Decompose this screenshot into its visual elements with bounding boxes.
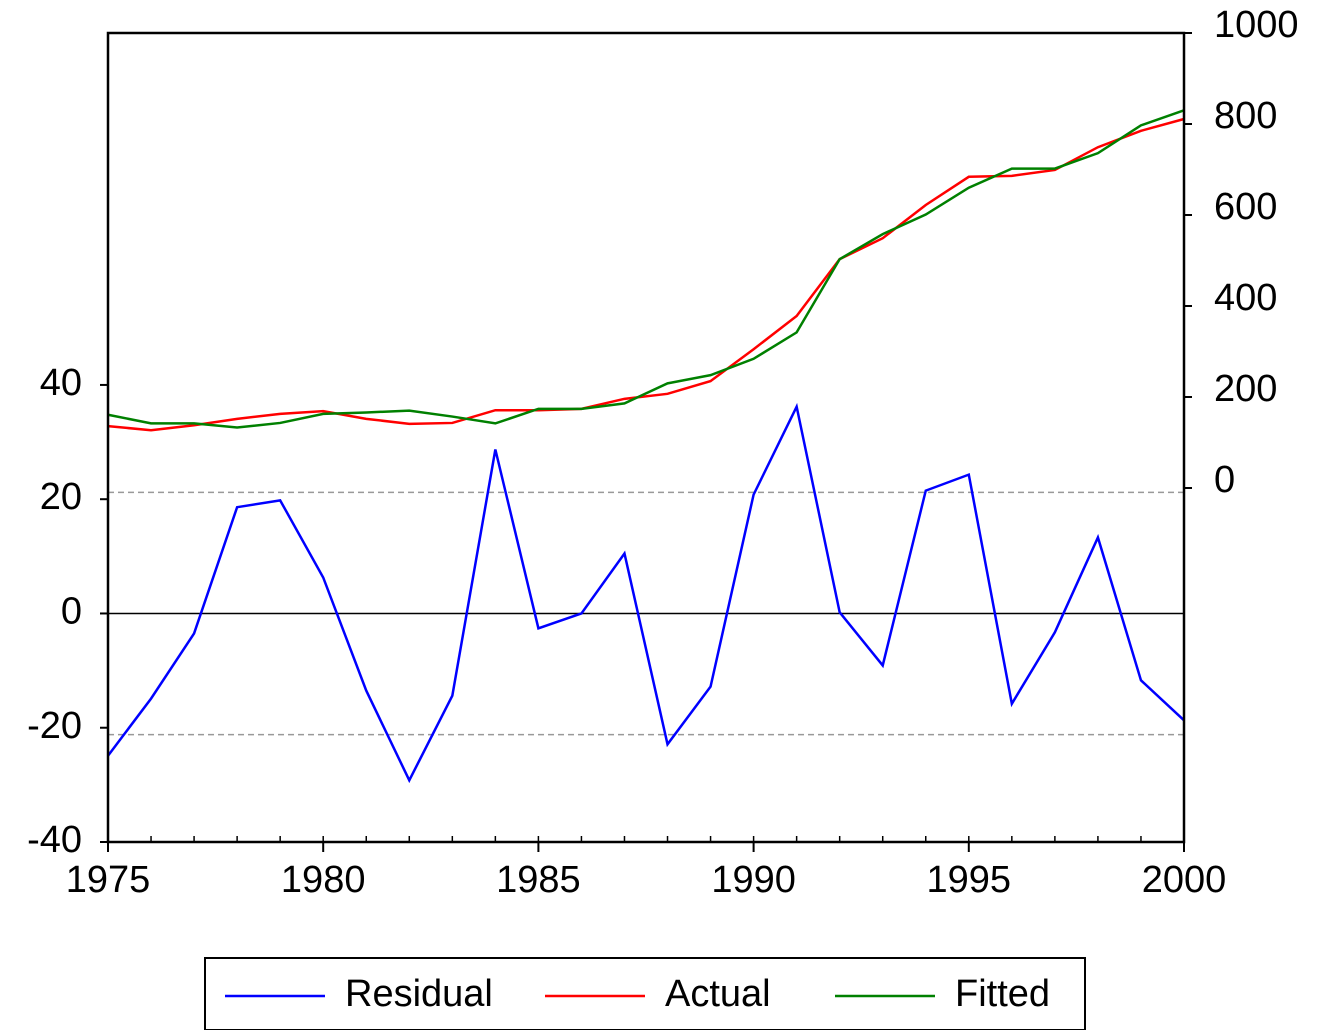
x-tick-label: 2000 [1142,859,1227,901]
x-tick-label: 1990 [711,859,796,901]
series-line [107,402,1185,784]
x-tick-label: 1995 [927,859,1012,901]
y2-tick-label: 1000 [1214,4,1299,46]
legend-label: Fitted [955,973,1050,1015]
y2-tick-label: 200 [1214,368,1277,410]
x-tick-label: 1980 [281,859,366,901]
plot-frame [106,31,1186,844]
legend-label: Residual [345,973,493,1015]
y2-tick-label: 0 [1214,459,1235,501]
series-line [107,109,1185,429]
y2-tick-label: 400 [1214,277,1277,319]
y2-tick-label: 800 [1214,95,1277,137]
y-tick-label: 40 [40,362,82,404]
legend-box [204,957,1086,1031]
y-tick-label: 0 [61,591,82,633]
y-tick-label: -20 [27,705,82,747]
series-line [107,117,1185,432]
legend-label: Actual [665,973,771,1015]
y-tick-label: 20 [40,476,82,518]
x-tick-label: 1985 [496,859,581,901]
y2-tick-label: 600 [1214,186,1277,228]
x-tick-label: 1975 [66,859,151,901]
y-tick-label: -40 [27,819,82,861]
